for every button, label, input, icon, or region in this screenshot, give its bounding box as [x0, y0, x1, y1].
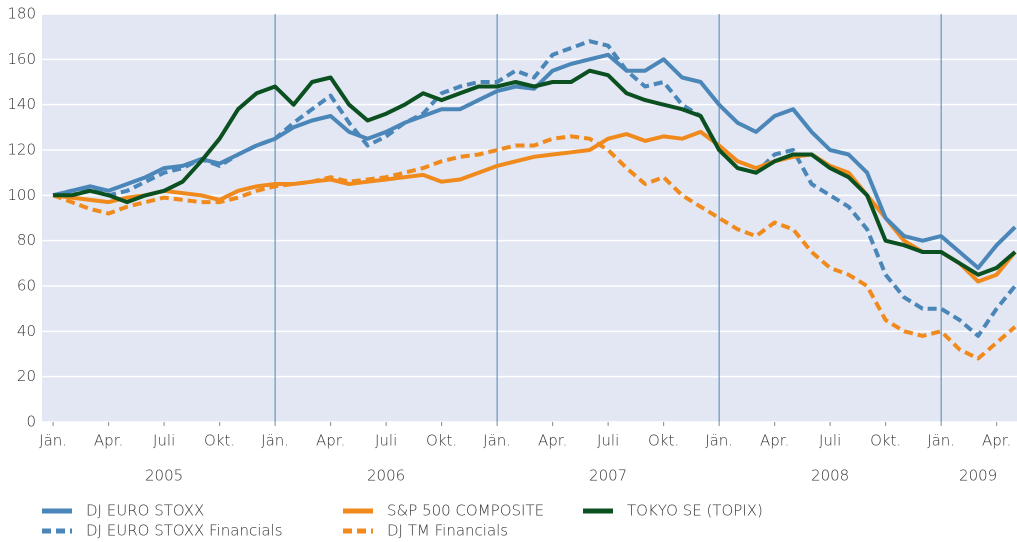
year-label: 2006: [367, 467, 405, 485]
y-tick-label: 100: [7, 186, 36, 204]
y-tick-label: 140: [7, 95, 36, 113]
y-tick-label: 80: [17, 231, 36, 249]
x-tick-label: Okt.: [870, 432, 901, 450]
plot-area: [42, 14, 1017, 422]
y-tick-label: 0: [26, 413, 36, 431]
year-label: 2007: [589, 467, 627, 485]
x-tick-label: Jän.: [261, 432, 289, 450]
legend-label: DJ EURO STOXX: [86, 502, 204, 520]
x-tick-label: Okt.: [204, 432, 235, 450]
x-tick-label: Apr.: [94, 432, 123, 450]
year-label: 2008: [811, 467, 849, 485]
x-tick-label: Apr.: [760, 432, 789, 450]
x-tick-label: Apr.: [316, 432, 345, 450]
x-tick-label: Jän.: [39, 432, 67, 450]
x-tick-label: Jän.: [927, 432, 955, 450]
legend-label: S&P 500 COMPOSITE: [387, 502, 544, 520]
y-tick-label: 60: [17, 277, 36, 295]
y-tick-label: 120: [7, 141, 36, 159]
x-tick-label: Okt.: [648, 432, 679, 450]
y-tick-label: 160: [7, 50, 36, 68]
x-tick-label: Jän.: [483, 432, 511, 450]
legend-label: DJ TM Financials: [387, 522, 508, 540]
x-tick-label: Apr.: [538, 432, 567, 450]
y-tick-label: 40: [17, 322, 36, 340]
x-tick-label: Jän.: [705, 432, 733, 450]
series-line: [52, 129, 1017, 284]
x-tick-label: Juli: [153, 432, 175, 450]
series-line: [52, 52, 1017, 270]
x-tick-label: Juli: [819, 432, 841, 450]
y-tick-label: 20: [17, 367, 36, 385]
x-tick-label: Juli: [375, 432, 397, 450]
x-tick-label: Okt.: [426, 432, 457, 450]
legend-label: DJ EURO STOXX Financials: [86, 522, 283, 540]
x-tick-label: Apr.: [982, 432, 1011, 450]
series-line: [52, 134, 1017, 361]
year-label: 2009: [959, 467, 997, 485]
series-line: [53, 68, 1017, 277]
year-label: 2005: [145, 467, 183, 485]
x-tick-label: Juli: [597, 432, 619, 450]
y-tick-label: 180: [7, 5, 36, 23]
legend-label: TOKYO SE (TOPIX): [627, 502, 763, 520]
